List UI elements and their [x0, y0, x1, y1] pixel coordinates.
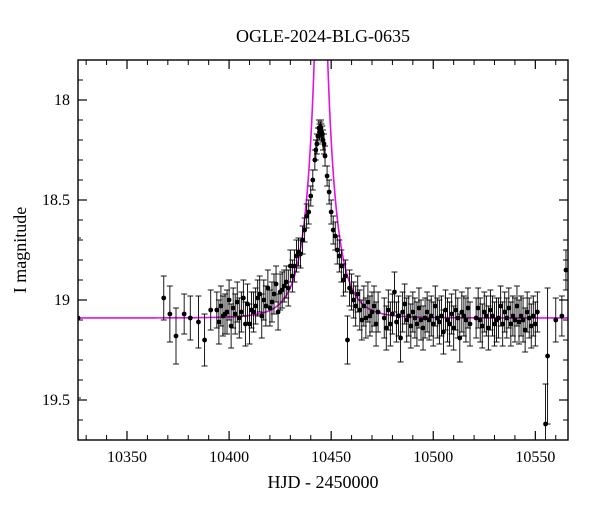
xtick-label: 10550 [515, 449, 555, 466]
xtick-label: 10500 [413, 449, 453, 466]
ytick-label: 19.5 [42, 392, 70, 409]
xtick-label: 10400 [209, 449, 249, 466]
xtick-label: 10450 [311, 449, 351, 466]
ytick-label: 18.5 [42, 192, 70, 209]
y-axis-label: I magnitude [10, 207, 30, 293]
ytick-label: 18 [54, 92, 70, 109]
plot-frame [78, 60, 568, 440]
model-curve [78, 0, 568, 318]
xtick-label: 10350 [107, 449, 147, 466]
data-points [75, 120, 569, 464]
chart-title: OGLE-2024-BLG-0635 [236, 26, 410, 46]
lightcurve-chart: 10350 10400 10450 10500 10550 18 18.5 19 19.5 OGL… [0, 0, 600, 512]
x-axis-label: HJD - 2450000 [268, 472, 379, 492]
ytick-label: 19 [54, 292, 70, 309]
